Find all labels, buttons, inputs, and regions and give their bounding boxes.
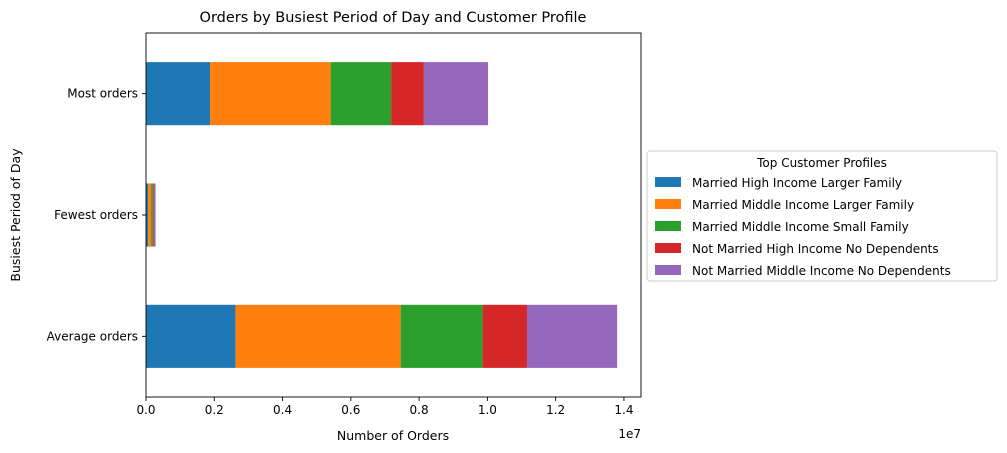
legend-swatch: [655, 199, 681, 209]
x-tick-label: 0.4: [273, 403, 292, 417]
x-tick-label: 1.2: [546, 403, 565, 417]
y-tick-label: Fewest orders: [54, 208, 138, 222]
bar-average-orders-series-3: [482, 304, 527, 368]
x-tick-label: 0.6: [341, 403, 360, 417]
x-tick-label: 0.2: [205, 403, 224, 417]
x-tick-label: 0.0: [136, 403, 155, 417]
legend-entry: Not Married Middle Income No Dependents: [692, 264, 951, 278]
bar-fewest-orders-series-0: [146, 183, 149, 247]
bar-average-orders-series-4: [526, 304, 618, 368]
bar-fewest-orders-series-1: [148, 183, 152, 247]
y-tick-label: Average orders: [47, 329, 138, 343]
bar-average-orders-series-0: [146, 304, 236, 368]
legend-items: Married High Income Larger Family Married…: [655, 176, 951, 278]
legend-entry: Married Middle Income Small Family: [692, 220, 909, 234]
y-ticks: Average orders Fewest orders Most orders: [47, 87, 146, 343]
bar-average-orders-series-1: [235, 304, 401, 368]
legend-entry: Married Middle Income Larger Family: [692, 198, 914, 212]
bar-fewest-orders-series-4: [153, 183, 156, 247]
bar-most-orders-series-3: [391, 62, 424, 126]
bar-most-orders-series-2: [330, 62, 392, 126]
bar-fewest-orders-series-3: [152, 183, 154, 247]
legend-swatch: [655, 243, 681, 253]
x-tick-label: 1.4: [614, 403, 633, 417]
bars-group: [146, 62, 618, 368]
bar-most-orders-series-0: [146, 62, 211, 126]
chart-title: Orders by Busiest Period of Day and Cust…: [200, 10, 587, 26]
x-tick-label: 1.0: [478, 403, 497, 417]
x-offset-label: 1e7: [618, 427, 641, 441]
y-axis-label: Busiest Period of Day: [8, 148, 23, 282]
bar-most-orders-series-4: [423, 62, 489, 126]
legend-swatch: [655, 177, 681, 187]
bar-most-orders-series-1: [210, 62, 331, 126]
legend-entry: Not Married High Income No Dependents: [692, 242, 939, 256]
bar-average-orders-series-2: [400, 304, 483, 368]
x-axis-label: Number of Orders: [337, 428, 449, 443]
legend-entry: Married High Income Larger Family: [692, 176, 902, 190]
legend-title: Top Customer Profiles: [756, 156, 887, 170]
legend-swatch: [655, 265, 681, 275]
x-ticks: 0.0 0.2 0.4 0.6 0.8 1.0 1.2 1.4: [136, 397, 633, 417]
bar-fewest-orders-series-2: [151, 183, 153, 247]
legend-frame: [646, 150, 998, 282]
x-tick-label: 0.8: [410, 403, 429, 417]
legend: Top Customer Profiles Married High Incom…: [646, 150, 998, 282]
legend-swatch: [655, 221, 681, 231]
y-tick-label: Most orders: [67, 87, 138, 101]
